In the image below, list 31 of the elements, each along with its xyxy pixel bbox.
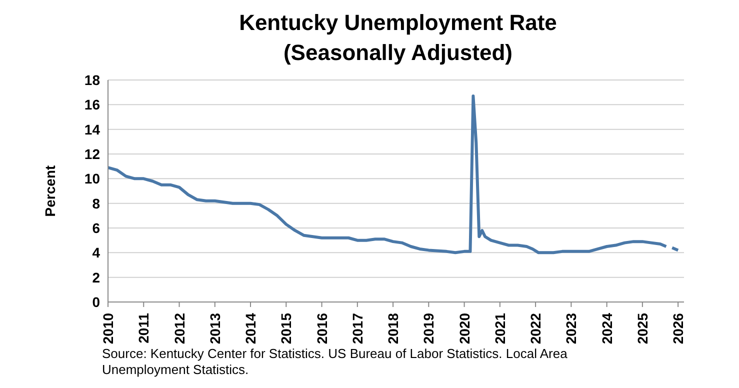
x-tick-label: 2024 — [598, 312, 615, 344]
y-tick-label: 18 — [84, 72, 100, 88]
x-tick-label: 2021 — [492, 312, 508, 344]
x-tick-label: 2015 — [278, 312, 294, 344]
x-tick-label: 2023 — [563, 312, 580, 344]
x-tick-label: 2019 — [420, 312, 437, 344]
x-tick-label: 2012 — [171, 312, 188, 344]
x-tick-label: 2011 — [136, 312, 152, 344]
x-tick-label: 2025 — [634, 312, 650, 344]
source-note: Source: Kentucky Center for Statistics. US Bureau of Labor Statistics. Local Area Unemployment Statistics. — [102, 346, 568, 378]
y-tick-label: 14 — [84, 121, 100, 138]
chart-subtitle: (Seasonally Adjusted) — [282, 39, 514, 67]
x-tick-label: 2013 — [206, 312, 223, 344]
y-tick-label: 6 — [92, 220, 100, 236]
x-tick-label: 2016 — [314, 312, 330, 344]
y-tick-label: 2 — [92, 269, 100, 286]
x-tick-label: 2026 — [670, 312, 686, 344]
x-tick-label: 2010 — [100, 312, 116, 344]
x-tick-label: 2020 — [456, 312, 472, 344]
x-tick-label: 2022 — [528, 312, 544, 344]
y-tick-label: 0 — [92, 294, 100, 310]
x-tick-label: 2017 — [349, 312, 366, 344]
x-tick-label: 2018 — [385, 312, 402, 344]
y-tick-label: 12 — [84, 146, 100, 162]
y-axis-title: Percent — [42, 164, 58, 217]
y-tick-label: 8 — [92, 195, 100, 212]
y-tick-label: 10 — [84, 170, 100, 187]
y-tick-label: 4 — [92, 244, 100, 261]
x-tick-label: 2014 — [242, 312, 259, 344]
chart-title: Kentucky Unemployment Rate — [238, 9, 558, 37]
y-tick-label: 16 — [84, 96, 100, 113]
